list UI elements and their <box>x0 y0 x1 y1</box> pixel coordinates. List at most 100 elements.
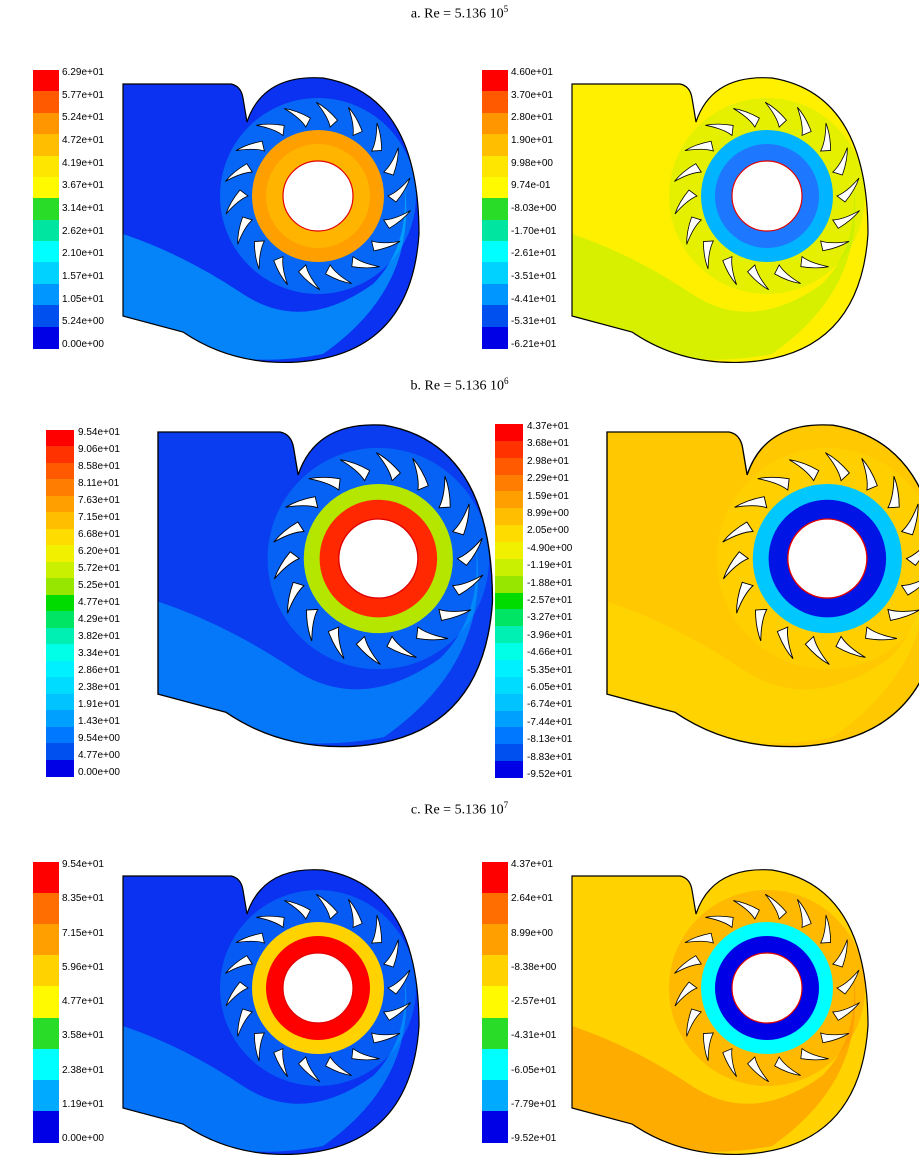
legend-color-cell <box>46 710 74 728</box>
blade-shape <box>383 210 411 229</box>
legend-label: -4.66e+01 <box>527 647 573 659</box>
runner-blade <box>387 969 411 995</box>
color-legend: 4.37e+01 3.68e+01 2.98e+01 2.29e+01 1.59e+01… <box>495 422 597 780</box>
blade-shape <box>757 476 790 491</box>
blade-shape <box>371 1032 401 1044</box>
runner-blade <box>327 626 345 660</box>
legend-color-cell <box>33 326 59 349</box>
contour-domain <box>157 424 494 748</box>
row-b-title-exponent: 6 <box>503 376 509 386</box>
volute-flow-band <box>572 966 856 1152</box>
legend-color-cell <box>46 528 74 546</box>
volute-flow-band <box>123 174 407 360</box>
row-c-title-exponent: 7 <box>503 800 509 810</box>
legend-color-cell <box>482 283 508 306</box>
legend-color-cell <box>495 727 523 745</box>
blade-shape <box>733 900 760 920</box>
blade-shape <box>746 264 770 291</box>
blade-shape <box>674 981 698 1007</box>
runner-blade <box>764 101 788 128</box>
blade-shape <box>774 264 801 284</box>
legend-label: 1.90e+01 <box>511 135 553 146</box>
legend-label: -9.52e+01 <box>511 1133 557 1144</box>
runner-blade <box>832 210 860 229</box>
legend-label: -5.35e+01 <box>527 664 573 676</box>
runner-blade <box>887 608 919 621</box>
casing-outline <box>571 869 869 1156</box>
legend-color-cell <box>46 561 74 579</box>
blade-shape <box>861 458 878 491</box>
contour-domain <box>122 869 420 1156</box>
legend-color-cell <box>482 91 508 114</box>
blade-shape <box>831 939 848 968</box>
legend-color-cell <box>482 986 508 1019</box>
blade-shape <box>820 240 850 252</box>
contour-domain <box>571 77 869 364</box>
color-legend: 4.37e+01 2.64e+01 8.99e+00 -8.38e+00 -2.57e+… <box>482 860 581 1144</box>
legend-label: 2.98e+01 <box>527 455 569 467</box>
legend-label: -6.74e+01 <box>527 699 573 711</box>
legend-label: -4.90e+00 <box>527 542 573 554</box>
blade-shape <box>797 899 812 929</box>
legend-color-cell <box>495 575 523 593</box>
blade-shape <box>674 955 702 974</box>
runner-blade <box>836 969 860 995</box>
runner-blade <box>702 1032 715 1062</box>
blade-shape <box>797 107 812 137</box>
runner-blade <box>684 932 714 944</box>
blade-shape <box>287 581 305 614</box>
legend-label: 9.54e+01 <box>78 427 120 438</box>
legend-label: -2.61e+01 <box>511 248 557 260</box>
legend-color-cell <box>495 508 523 526</box>
blade-shape <box>736 581 754 614</box>
legend-color-cell <box>46 677 74 695</box>
blade-shape <box>764 101 788 128</box>
legend-label: -8.83e+01 <box>527 751 573 763</box>
runner-blade <box>835 635 866 658</box>
legend-color-cell <box>33 134 59 157</box>
legend-label: -6.05e+01 <box>511 1064 557 1076</box>
blade-shape <box>836 969 860 995</box>
runner-hub <box>282 160 354 232</box>
runner-blade <box>315 893 339 920</box>
runner-blade <box>256 915 285 929</box>
legend-color-cell <box>482 862 508 894</box>
legend-color-cell <box>33 924 59 957</box>
legend-label: 7.63e+01 <box>78 495 120 506</box>
legend-color-cell <box>482 241 508 264</box>
blade-shape <box>348 899 363 929</box>
legend-label: 1.05e+01 <box>62 293 104 305</box>
legend-color-cell <box>33 155 59 178</box>
legend-color-cell <box>33 1017 59 1050</box>
legend-label: 4.60e+01 <box>511 67 553 78</box>
runner-blade <box>686 216 703 245</box>
legend-color-cell <box>495 542 523 559</box>
casing-outline <box>122 77 420 364</box>
runner-blade <box>456 537 483 566</box>
runner-blade <box>237 216 254 245</box>
blade-shape <box>297 1056 321 1083</box>
runner-blade <box>722 551 750 580</box>
legend-label: 2.38e+01 <box>78 682 120 693</box>
runner-blade <box>746 1056 770 1083</box>
blade-shape <box>273 551 301 580</box>
runner-blade <box>736 581 754 614</box>
runner-blade <box>416 626 449 641</box>
blade-shape <box>225 189 249 215</box>
runner-hub <box>731 952 803 1024</box>
legend-color-cell <box>495 592 523 610</box>
legend-label: 4.77e+01 <box>62 996 104 1007</box>
legend-label: 3.67e+01 <box>62 180 104 192</box>
blade-shape <box>285 496 319 509</box>
runner-blade <box>831 939 848 968</box>
runner-blade <box>900 574 919 596</box>
legend-color-cell <box>33 1048 59 1081</box>
legend-color-cell <box>482 326 508 349</box>
contour-domain <box>122 77 420 364</box>
runner-blade <box>800 1047 829 1061</box>
runner-blade <box>382 939 399 968</box>
legend-label: -8.03e+00 <box>511 203 557 214</box>
blade-shape <box>273 521 305 543</box>
legend-label: 4.77e+00 <box>78 750 120 761</box>
casing-outline <box>606 424 919 748</box>
